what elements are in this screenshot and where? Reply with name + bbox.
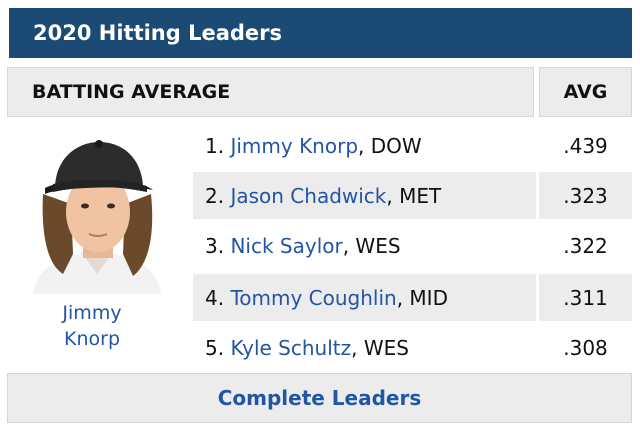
stat-header: BATTING AVERAGE [7, 67, 534, 117]
leader-name-cell: 1. Jimmy Knorp, DOW [193, 122, 536, 169]
leader-name-link[interactable]: Nick Saylor [230, 233, 343, 258]
featured-player: Jimmy Knorp [7, 122, 193, 368]
leader-name-cell: 3. Nick Saylor, WES [193, 222, 536, 269]
leader-team: , WES [342, 233, 401, 258]
leader-avg: .322 [563, 233, 608, 258]
leader-team: , MID [396, 285, 448, 310]
leader-rank: 5. [205, 335, 225, 360]
leader-name-link[interactable]: Jimmy Knorp [230, 133, 359, 158]
leader-rank: 4. [205, 285, 225, 310]
leader-name-cell: 5. Kyle Schultz, WES [193, 324, 536, 371]
leader-name-link[interactable]: Jason Chadwick [230, 183, 387, 208]
player-headshot-icon [33, 140, 161, 294]
leader-avg: .311 [539, 274, 632, 321]
leader-rank: 3. [205, 233, 225, 258]
widget-title: 2020 Hitting Leaders [9, 8, 632, 58]
leader-avg: .323 [539, 172, 632, 219]
leader-row: 4. Tommy Coughlin, MID .311 [193, 274, 632, 321]
leader-row: 2. Jason Chadwick, MET .323 [193, 172, 632, 219]
leader-name-cell: 2. Jason Chadwick, MET [193, 172, 536, 219]
leader-name-link[interactable]: Kyle Schultz [230, 335, 352, 360]
leader-team: , DOW [358, 133, 422, 158]
complete-leaders-link[interactable]: Complete Leaders [7, 373, 632, 423]
avg-column-header: AVG [539, 67, 632, 117]
leader-name-link[interactable]: Tommy Coughlin [230, 285, 397, 310]
leader-rank: 1. [205, 133, 225, 158]
leader-row: 1. Jimmy Knorp, DOW .439 [193, 122, 632, 169]
leader-rank: 2. [205, 183, 225, 208]
leader-team: , MET [386, 183, 442, 208]
player-photo[interactable] [23, 134, 171, 294]
leader-avg: .308 [563, 335, 608, 360]
leader-avg: .439 [563, 133, 608, 158]
leader-row: 3. Nick Saylor, WES .322 [193, 222, 632, 269]
leader-team: , WES [351, 335, 409, 360]
leader-name-cell: 4. Tommy Coughlin, MID [193, 274, 536, 321]
leader-row: 5. Kyle Schultz, WES .308 [193, 324, 632, 371]
featured-player-name[interactable]: Jimmy Knorp [62, 302, 122, 350]
